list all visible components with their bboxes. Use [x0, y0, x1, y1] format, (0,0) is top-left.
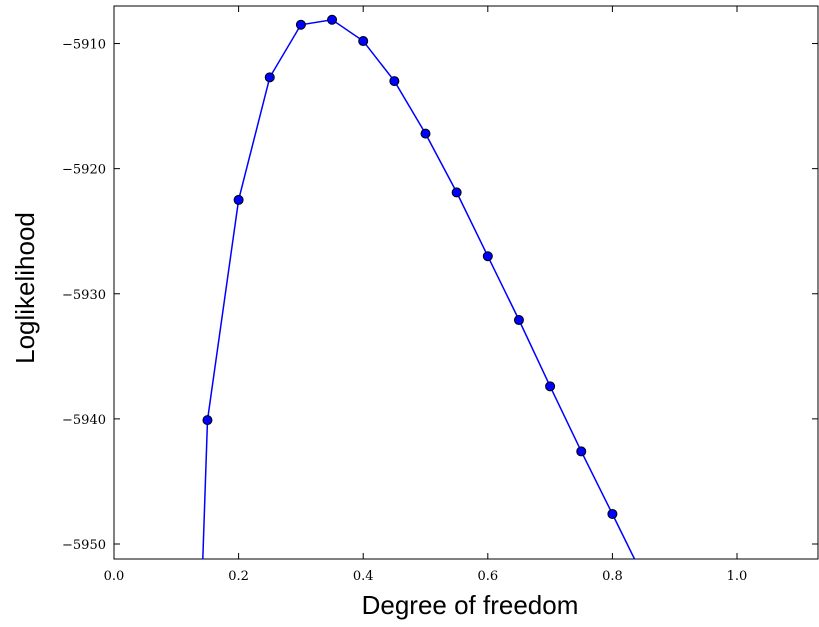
- data-point: [607, 508, 618, 519]
- data-point: [451, 187, 462, 198]
- tick-marks: [113, 6, 818, 559]
- x-tick-label: 0.8: [602, 569, 623, 584]
- data-point: [202, 415, 213, 426]
- data-point: [545, 381, 556, 392]
- loglikelihood-line: [202, 19, 636, 559]
- data-point: [327, 14, 338, 25]
- data-point: [420, 128, 431, 139]
- series: [202, 14, 636, 559]
- data-point: [295, 19, 306, 30]
- data-point: [264, 72, 275, 83]
- data-point: [513, 315, 524, 326]
- x-tick-label: 0.6: [477, 569, 498, 584]
- x-tick-label: 0.4: [353, 569, 374, 584]
- x-tick-labels: 0.0 0.2 0.4 0.6 0.8 1.0: [104, 569, 748, 584]
- data-point: [358, 36, 369, 47]
- plot-frame: [113, 5, 819, 560]
- y-axis-title: Loglikelihood: [10, 212, 40, 364]
- x-tick-label: 0.0: [104, 569, 125, 584]
- x-tick-label: 1.0: [727, 569, 748, 584]
- y-tick-label: −5930: [62, 288, 106, 303]
- y-tick-labels: −5950 −5940 −5930 −5920 −5910: [62, 38, 106, 553]
- y-tick-label: −5950: [62, 538, 106, 553]
- data-point: [576, 446, 587, 457]
- x-axis-title: Degree of freedom: [362, 590, 579, 620]
- data-point: [233, 194, 244, 205]
- data-point: [389, 76, 400, 87]
- y-tick-label: −5940: [62, 413, 106, 428]
- data-point: [482, 251, 493, 262]
- y-tick-label: −5910: [62, 38, 106, 53]
- x-tick-label: 0.2: [228, 569, 249, 584]
- y-tick-label: −5920: [62, 163, 106, 178]
